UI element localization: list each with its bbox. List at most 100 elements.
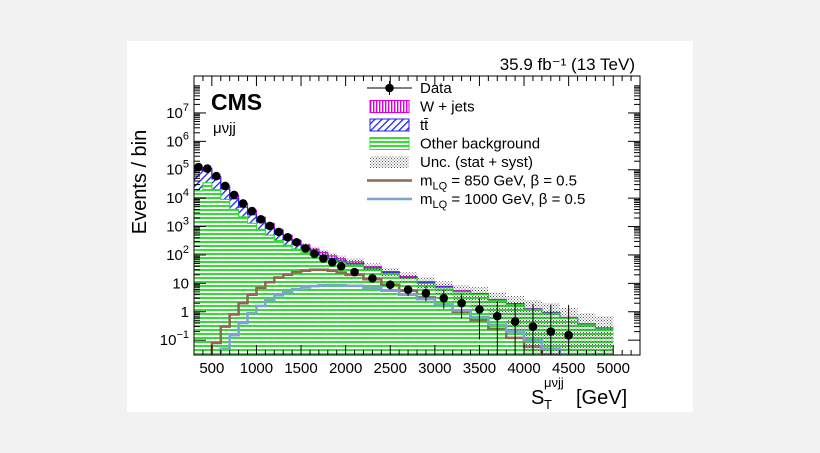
uncertainty-bin — [470, 287, 489, 309]
legend-swatch — [369, 100, 410, 113]
x-tick-label: 3500 — [463, 360, 496, 377]
data-point — [492, 311, 502, 321]
data-point — [319, 254, 328, 263]
svg-text:μνjj: μνjj — [544, 375, 564, 390]
uncertainty-bin — [345, 258, 364, 267]
data-point — [336, 261, 346, 271]
legend-label: W + jets — [420, 99, 475, 116]
data-point — [229, 190, 239, 200]
stack-bar — [292, 249, 302, 355]
y-tick-label: 10−1 — [160, 329, 189, 349]
uncertainty-bin — [363, 263, 382, 272]
y-axis-label: Events / bin — [129, 130, 151, 235]
legend-swatch — [369, 118, 410, 132]
y-tick-label: 104 — [166, 187, 189, 207]
data-point — [283, 232, 292, 242]
stack-bar — [417, 283, 435, 355]
stack-bar — [452, 291, 471, 355]
legend-label: Other background — [420, 136, 540, 153]
legend-label: tt̄ — [420, 117, 429, 134]
stack-bar — [381, 273, 400, 355]
legend-label: mLQ = 1000 GeV, β = 0.5 — [420, 191, 585, 211]
data-point — [528, 322, 538, 331]
stack-bar — [220, 199, 230, 355]
data-point — [292, 237, 301, 247]
legend-label: mLQ = 850 GeV, β = 0.5 — [420, 173, 577, 193]
stack-bar — [274, 240, 284, 355]
uncertainty-bin — [595, 316, 614, 355]
data-point — [238, 199, 248, 208]
stack-bar — [301, 252, 310, 355]
stack-bar — [247, 223, 257, 355]
cms-histogram-chart: 35.9 fb⁻¹ (13 TeV) 500 1000 1500 2000 2500 30… — [129, 55, 641, 412]
data-point — [564, 330, 573, 340]
uncertainty-bin — [417, 277, 435, 290]
data-point — [439, 293, 449, 303]
y-tick-label: 103 — [166, 216, 189, 236]
legend-label: Data — [420, 80, 452, 97]
x-axis-label: S T μνjj [GeV] — [531, 375, 627, 412]
svg-text:[GeV]: [GeV] — [576, 387, 627, 409]
data-point — [301, 244, 310, 253]
stack-bar — [336, 262, 346, 355]
stack-bar — [256, 229, 266, 355]
stack-bar — [318, 257, 328, 355]
svg-text:T: T — [544, 397, 552, 412]
y-tick-label: 106 — [166, 130, 189, 150]
stack-bar — [327, 260, 337, 355]
x-tick-label: 500 — [199, 360, 224, 377]
legend-label: Unc. (stat + syst) — [420, 154, 533, 171]
data-point — [274, 227, 284, 237]
uncertainty-bin — [327, 253, 337, 260]
x-tick-label: 4000 — [507, 360, 540, 377]
uncertainty-bin — [577, 313, 596, 355]
x-tick-label: 2500 — [374, 360, 407, 377]
y-tick-label: 1 — [181, 304, 189, 321]
figure-panel: 35.9 fb⁻¹ (13 TeV) 500 1000 1500 2000 2500 30… — [127, 41, 693, 412]
channel-label: μνjj — [213, 120, 236, 137]
stack-bar — [345, 264, 364, 355]
uncertainty-bin — [452, 284, 471, 303]
data-point — [546, 327, 556, 336]
signal-curve — [219, 283, 562, 355]
data-point — [247, 206, 257, 216]
data-point — [212, 171, 221, 181]
stack-bar — [309, 255, 319, 355]
data-point — [368, 274, 377, 283]
legend-swatch — [369, 137, 410, 150]
stack-bar — [229, 209, 239, 355]
stack-bar — [194, 190, 203, 355]
data-point — [421, 288, 431, 298]
y-tick-label: 107 — [166, 102, 189, 122]
x-tick-label: 3000 — [418, 360, 451, 377]
data-point — [265, 221, 275, 231]
data-point — [194, 162, 203, 172]
y-tick-label: 10 — [172, 275, 189, 292]
uncertainty-bin — [309, 246, 319, 252]
axes: 500 1000 1500 2000 2500 3000 3500 4000 4500 5000 1… — [160, 76, 640, 377]
x-tick-label: 2000 — [329, 360, 362, 377]
uncertainty-bin — [336, 255, 346, 263]
data-point — [510, 317, 520, 326]
signal-curves — [210, 268, 562, 355]
x-tick-label: 1000 — [240, 360, 273, 377]
legend-swatch — [370, 156, 409, 168]
y-tick-label: 105 — [166, 159, 189, 179]
stack-bar — [211, 189, 221, 355]
uncertainty-bin — [399, 272, 417, 283]
stack-bar — [238, 216, 248, 355]
data-point — [327, 258, 337, 267]
data-point — [457, 298, 466, 308]
uncertainty-bin — [318, 249, 328, 256]
stack-bar — [363, 269, 382, 355]
data-point — [350, 267, 359, 277]
x-tick-label: 1500 — [284, 360, 317, 377]
data-point — [203, 164, 212, 173]
x-tick-label: 5000 — [597, 360, 630, 377]
data-point — [475, 305, 484, 314]
stack-bar — [265, 235, 275, 355]
data-point — [310, 249, 319, 259]
uncertainty-bin — [434, 281, 453, 295]
data-point — [256, 215, 266, 224]
